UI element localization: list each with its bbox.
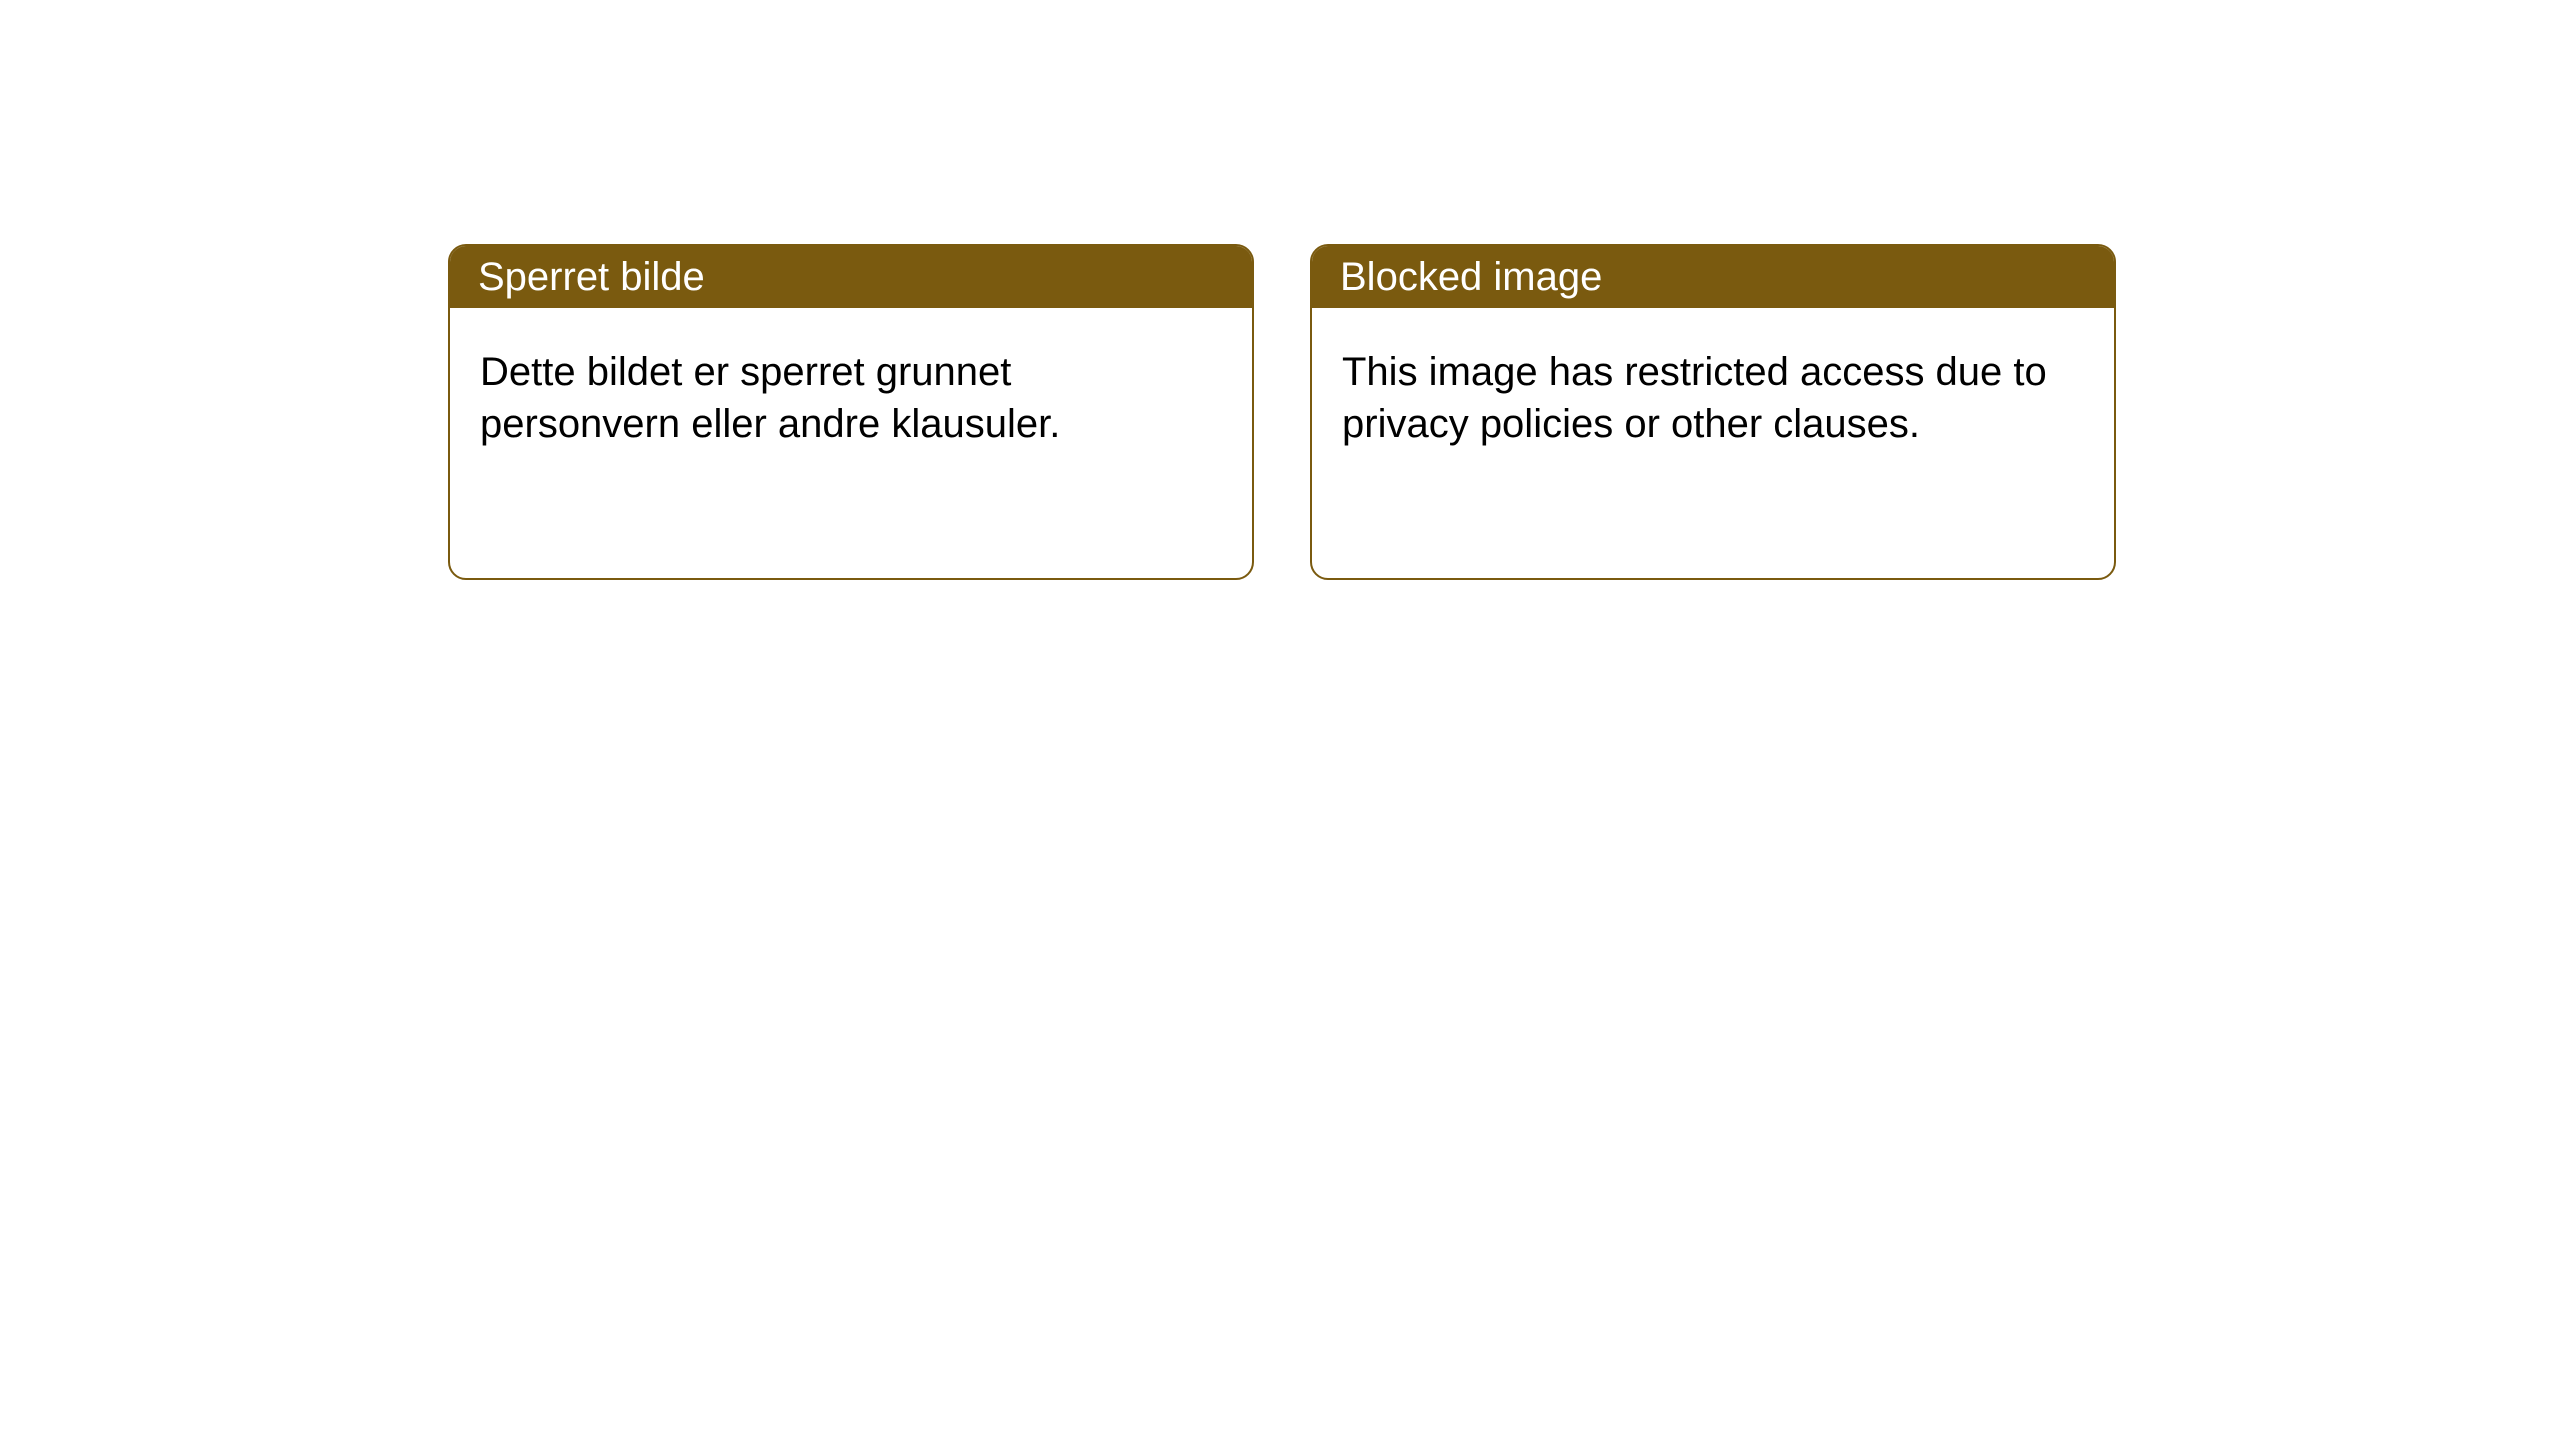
notice-card-english: Blocked image This image has restricted …	[1310, 244, 2116, 580]
card-body: This image has restricted access due to …	[1312, 308, 2114, 488]
card-body-text: This image has restricted access due to …	[1342, 350, 2047, 446]
card-title: Sperret bilde	[478, 255, 705, 300]
card-header: Sperret bilde	[450, 246, 1252, 308]
card-body: Dette bildet er sperret grunnet personve…	[450, 308, 1252, 488]
card-title: Blocked image	[1340, 255, 1602, 300]
notice-card-norwegian: Sperret bilde Dette bildet er sperret gr…	[448, 244, 1254, 580]
notice-cards-container: Sperret bilde Dette bildet er sperret gr…	[448, 244, 2116, 580]
card-header: Blocked image	[1312, 246, 2114, 308]
card-body-text: Dette bildet er sperret grunnet personve…	[480, 350, 1060, 446]
